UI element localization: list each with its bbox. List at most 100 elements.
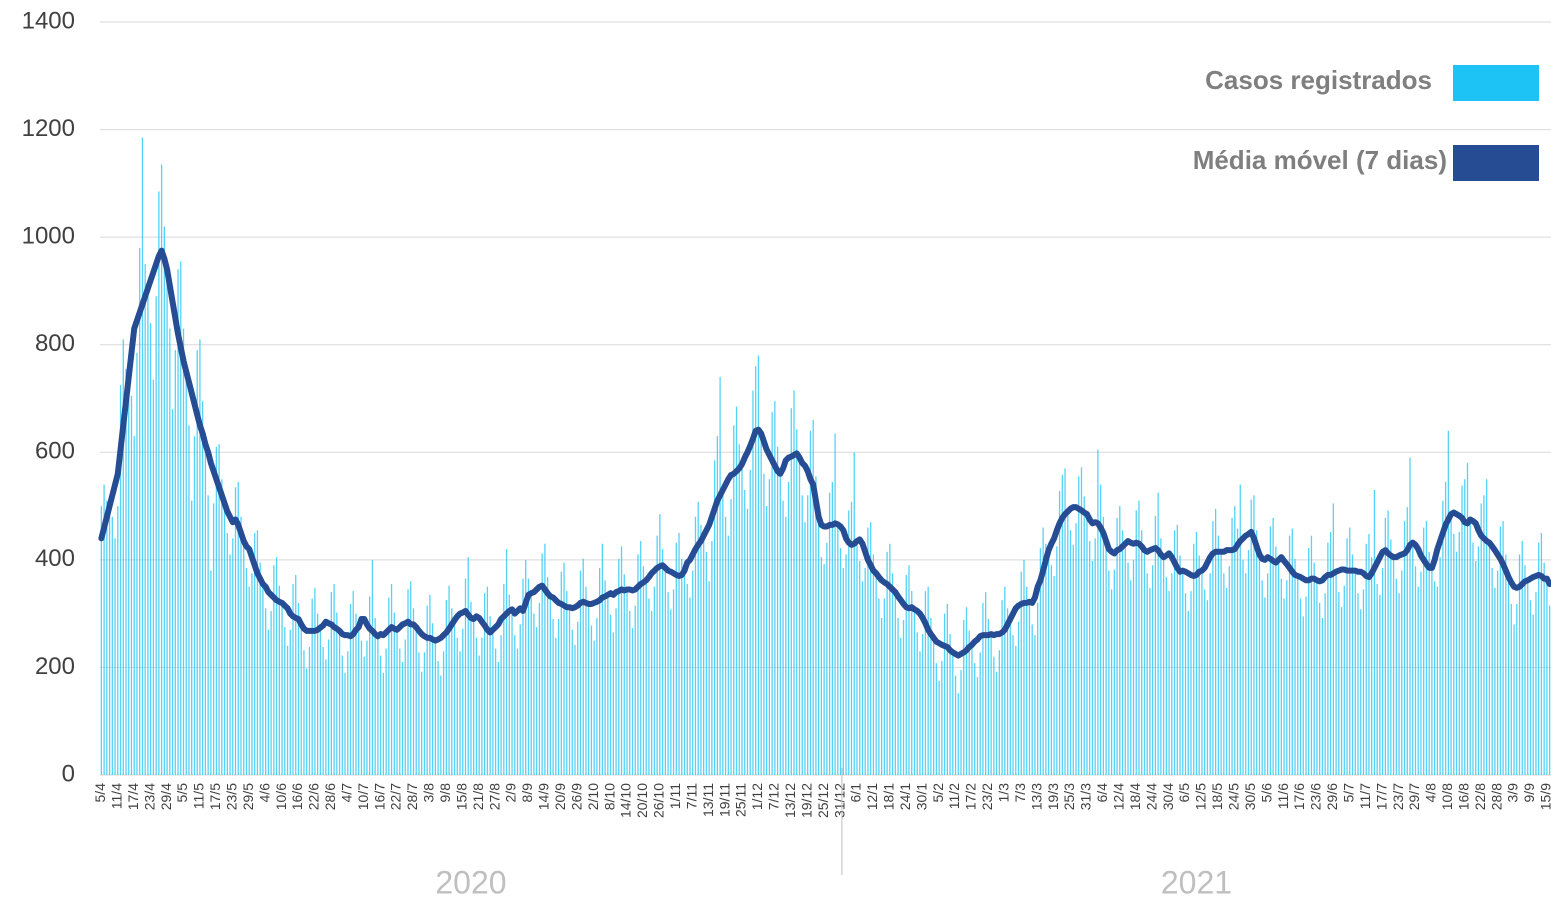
bar: [1220, 551, 1222, 775]
bar: [407, 589, 409, 775]
bar: [1146, 573, 1148, 775]
bar: [319, 627, 322, 775]
bar: [1102, 516, 1105, 775]
bar: [1184, 593, 1187, 775]
x-tick-label: 8/10: [601, 783, 617, 810]
bar: [790, 408, 792, 775]
bar: [990, 634, 992, 775]
bar: [1505, 554, 1507, 775]
bar: [1050, 565, 1053, 775]
x-tick-label: 13/3: [1028, 783, 1044, 810]
bar: [341, 655, 343, 775]
bar: [697, 501, 699, 775]
bar: [612, 632, 614, 775]
x-tick-label: 17/6: [1291, 783, 1307, 810]
x-tick-label: 1/11: [667, 783, 683, 809]
bar: [1507, 577, 1510, 775]
bar: [938, 680, 940, 775]
bar: [886, 551, 888, 775]
bar: [957, 693, 959, 775]
x-tick-label: 1/12: [749, 783, 765, 810]
bar: [590, 625, 593, 775]
bar: [366, 640, 368, 775]
bar: [1321, 617, 1324, 775]
bar: [875, 573, 877, 775]
bar: [243, 541, 245, 775]
bar: [563, 562, 565, 775]
bar: [171, 409, 174, 775]
bar: [985, 592, 987, 775]
year-label: 2020: [435, 864, 506, 900]
bar: [845, 554, 847, 775]
bar: [828, 492, 831, 775]
y-tick-label: 600: [35, 438, 75, 465]
bar: [155, 296, 157, 775]
bar: [596, 617, 598, 775]
bar: [152, 379, 155, 775]
x-tick-label: 18/1: [881, 783, 897, 810]
bar: [519, 624, 521, 775]
x-tick-label: 5/5: [174, 783, 190, 803]
bar: [412, 608, 415, 775]
bar: [1546, 578, 1548, 775]
bar: [100, 506, 103, 775]
bar: [1143, 550, 1146, 775]
bar: [645, 580, 647, 775]
bar: [344, 672, 346, 775]
x-tick-label: 5/2: [930, 783, 946, 803]
bar: [251, 573, 253, 775]
bar: [1141, 530, 1143, 775]
bar: [1064, 468, 1066, 775]
bar: [678, 532, 680, 775]
bar: [1294, 558, 1296, 775]
bar: [1521, 541, 1523, 775]
bar: [429, 594, 431, 775]
bar: [270, 610, 272, 775]
bar: [1037, 602, 1039, 775]
year-label: 2021: [1161, 864, 1232, 900]
bar: [555, 637, 557, 775]
bar: [571, 629, 573, 775]
bar: [1373, 489, 1376, 775]
bar: [664, 567, 666, 775]
bar: [1097, 449, 1099, 775]
bar: [642, 566, 645, 775]
bar: [1346, 538, 1348, 775]
bar: [1425, 521, 1428, 775]
bar: [1513, 624, 1515, 775]
bar: [1486, 479, 1488, 775]
bar: [327, 639, 330, 775]
bar: [478, 655, 480, 775]
bar: [954, 675, 957, 775]
bar: [834, 433, 836, 775]
bar: [891, 573, 894, 775]
bar: [470, 601, 472, 775]
bar: [853, 452, 855, 775]
bar: [995, 671, 998, 775]
bar: [1450, 514, 1452, 775]
bar: [1349, 527, 1351, 775]
bar: [1225, 587, 1228, 775]
bar: [727, 535, 729, 775]
bar: [820, 557, 823, 775]
bar: [456, 637, 458, 775]
bar: [656, 535, 658, 775]
bar: [1412, 542, 1414, 775]
bar: [1017, 621, 1020, 775]
bar: [1453, 534, 1455, 775]
bar: [733, 425, 735, 775]
bar: [1127, 562, 1129, 775]
bar: [352, 591, 354, 775]
bar: [1466, 463, 1469, 775]
bar: [560, 571, 562, 775]
bar: [240, 516, 242, 775]
x-tick-label: 24/4: [1143, 783, 1159, 810]
bar: [538, 602, 541, 775]
bar: [336, 612, 338, 775]
y-tick-label: 400: [35, 545, 75, 572]
bar: [694, 516, 697, 775]
bar: [1360, 609, 1362, 775]
bar: [259, 562, 261, 775]
bar: [1390, 539, 1392, 775]
bar: [322, 646, 324, 775]
